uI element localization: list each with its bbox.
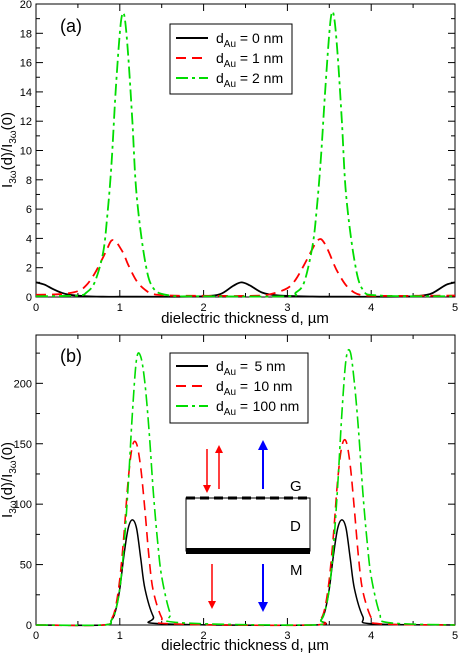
legend-text-a-0: dAu = 0 nm	[216, 30, 283, 50]
y-tick-label-b-4: 200	[14, 378, 32, 390]
x-tick-label-b-1: 1	[117, 630, 123, 642]
y-tick-label-a-5: 10	[20, 146, 32, 158]
layer-label-g: G	[290, 478, 302, 495]
legend-box-a	[169, 23, 293, 95]
y-tick-label-a-10: 20	[20, 0, 32, 11]
legend-entry-a-0: dAu = 0 nm	[176, 30, 283, 50]
y-tick-label-b-3: 150	[14, 439, 32, 451]
legend-text-b-1: dAu = 10 nm	[216, 378, 292, 398]
x-axis-label-b: dielectric thickness d, µm	[161, 637, 329, 653]
y-tick-label-b-2: 100	[14, 499, 32, 511]
legend-text-a-2: dAu = 2 nm	[216, 70, 283, 90]
legend-box-b	[169, 352, 309, 424]
legend-entry-b-1: dAu = 10 nm	[176, 378, 292, 398]
x-tick-label-b-2: 2	[201, 630, 207, 642]
legend-entry-a-2: dAu = 2 nm	[176, 70, 283, 90]
y-tick-label-a-6: 12	[20, 116, 32, 128]
y-tick-label-b-1: 50	[20, 560, 32, 572]
x-tick-label-a-5: 5	[452, 302, 458, 314]
y-tick-label-a-2: 4	[26, 233, 32, 245]
x-tick-label-a-0: 0	[33, 302, 39, 314]
legend-text-a-1: dAu = 1 nm	[216, 50, 283, 70]
legend-entry-a-1: dAu = 1 nm	[176, 50, 283, 70]
x-tick-label-b-4: 4	[368, 630, 374, 642]
x-tick-label-a-2: 2	[201, 302, 207, 314]
legend-b: dAu = 5 nm dAu = 10 nm dAu = 100 nm	[169, 352, 309, 424]
x-tick-label-b-0: 0	[33, 630, 39, 642]
legend-text-b-2: dAu = 100 nm	[216, 398, 299, 418]
legend-text-b-0: dAu = 5 nm	[216, 358, 286, 378]
y-axis-label-b: I3ω(d)/I3ω(0)	[0, 442, 19, 518]
y-axis-label-a: I3ω(d)/I3ω(0)	[0, 112, 19, 188]
series-line-b-2	[35, 348, 456, 627]
layer-label-m: M	[290, 562, 303, 579]
x-tick-label-b-3: 3	[284, 630, 290, 642]
y-tick-label-a-9: 18	[20, 28, 32, 40]
x-tick-label-a-1: 1	[117, 302, 123, 314]
legend-entry-b-0: dAu = 5 nm	[176, 358, 286, 378]
y-tick-label-a-4: 8	[26, 175, 32, 187]
x-tick-label-a-4: 4	[368, 302, 374, 314]
legend-entry-b-2: dAu = 100 nm	[176, 398, 299, 418]
panel-label-a: (a)	[60, 16, 82, 36]
y-tick-label-a-3: 6	[26, 204, 32, 216]
x-tick-label-b-5: 5	[452, 630, 458, 642]
y-tick-label-a-7: 14	[20, 87, 32, 99]
y-tick-label-a-8: 16	[20, 58, 32, 70]
panel-label-b: (b)	[60, 346, 82, 366]
legend-a: dAu = 0 nm dAu = 1 nm dAu = 2 nm	[169, 23, 293, 95]
x-axis-label-a: dielectric thickness d, µm	[161, 310, 329, 327]
x-tick-label-a-3: 3	[284, 302, 290, 314]
y-tick-label-a-0: 0	[26, 292, 32, 304]
inset-schematic: G D M	[185, 440, 311, 612]
layer-label-d: D	[290, 518, 301, 535]
y-tick-label-b-0: 0	[26, 620, 32, 632]
y-tick-label-a-1: 2	[26, 263, 32, 275]
series-line-a-2	[35, 10, 456, 298]
metal-layer	[186, 548, 310, 554]
dielectric-layer	[185, 497, 311, 552]
